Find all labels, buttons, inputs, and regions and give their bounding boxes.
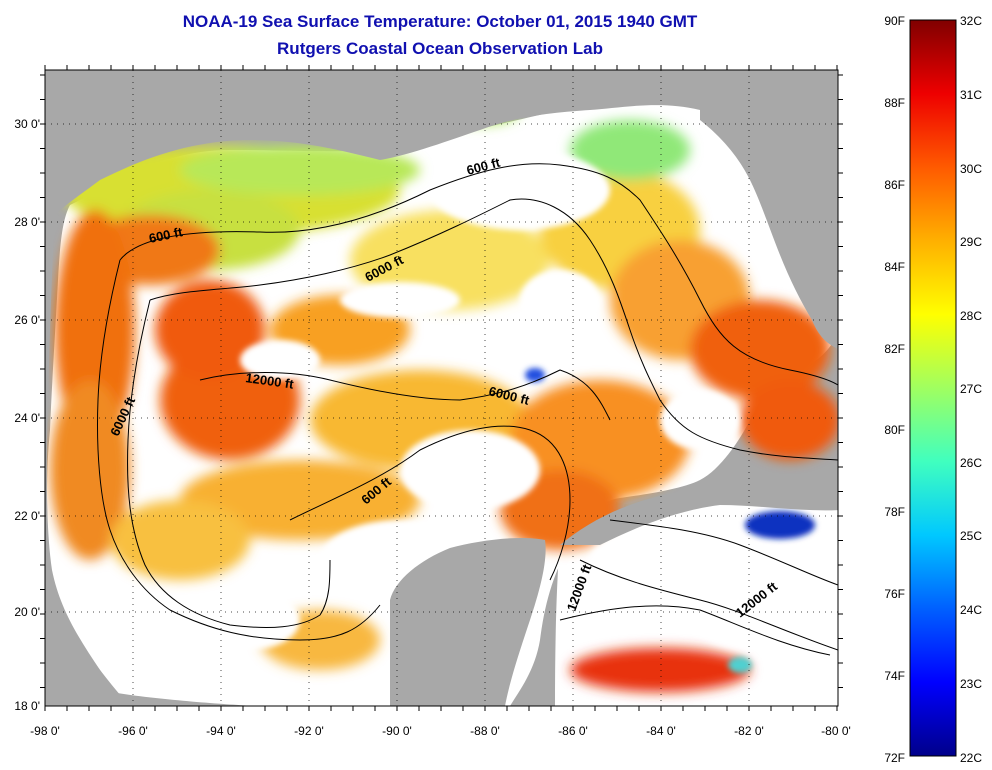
colorbar-c-label: 22C xyxy=(960,751,982,765)
sst-field xyxy=(50,95,838,692)
colorbar-f-label: 88F xyxy=(884,96,905,110)
colorbar-c-label: 25C xyxy=(960,529,982,543)
colorbar-c-label: 30C xyxy=(960,162,982,176)
colorbar-c-label: 23C xyxy=(960,677,982,691)
colorbar-c-label: 27C xyxy=(960,382,982,396)
contour-label: 600 ft xyxy=(148,224,185,246)
colorbar-f-label: 82F xyxy=(884,342,905,356)
lat-tick-label: 18 0' xyxy=(14,699,40,713)
colorbar-f-label: 86F xyxy=(884,178,905,192)
colorbar-f-label: 74F xyxy=(884,669,905,683)
lat-tick-label: 22 0' xyxy=(14,509,40,523)
latitude-labels: 30 0' 28 0' 26 0' 24 0' 22 0' 20 0' 18 0… xyxy=(14,117,40,713)
florida-peninsula xyxy=(700,70,838,349)
lon-tick-label: -96 0' xyxy=(118,724,148,738)
yucatan-peninsula xyxy=(390,537,546,706)
lat-tick-label: 24 0' xyxy=(14,411,40,425)
colorbar-fahrenheit-labels: 90F 88F 86F 84F 82F 80F 78F 76F 74F 72F xyxy=(884,14,905,765)
lon-tick-label: -82 0' xyxy=(734,724,764,738)
lon-tick-label: -88 0' xyxy=(470,724,500,738)
colorbar-f-label: 78F xyxy=(884,505,905,519)
map-title: NOAA-19 Sea Surface Temperature: October… xyxy=(182,12,698,31)
lon-tick-label: -94 0' xyxy=(206,724,236,738)
lon-tick-label: -98 0' xyxy=(30,724,60,738)
lat-tick-label: 30 0' xyxy=(14,117,40,131)
colorbar-celsius-labels: 32C 31C 30C 29C 28C 27C 26C 25C 24C 23C … xyxy=(960,14,982,765)
lat-tick-label: 20 0' xyxy=(14,605,40,619)
colorbar-c-label: 32C xyxy=(960,14,982,28)
axis-ticks xyxy=(40,65,843,711)
central-america xyxy=(100,690,260,706)
lon-tick-label: -86 0' xyxy=(558,724,588,738)
colorbar-c-label: 29C xyxy=(960,235,982,249)
colorbar xyxy=(909,19,957,757)
lat-lon-grid xyxy=(45,70,838,706)
bathymetry-contours xyxy=(97,163,838,656)
lon-tick-label: -90 0' xyxy=(382,724,412,738)
colorbar-c-label: 31C xyxy=(960,88,982,102)
longitude-labels: -98 0' -96 0' -94 0' -92 0' -90 0' -88 0… xyxy=(30,724,851,738)
lat-tick-label: 26 0' xyxy=(14,313,40,327)
lon-tick-label: -84 0' xyxy=(646,724,676,738)
colorbar-f-label: 80F xyxy=(884,423,905,437)
contour-label: 12000 ft xyxy=(245,370,296,392)
lon-tick-label: -92 0' xyxy=(294,724,324,738)
cloud-cover xyxy=(90,90,830,650)
map-subtitle: Rutgers Coastal Ocean Observation Lab xyxy=(277,39,603,58)
colorbar-f-label: 72F xyxy=(884,751,905,765)
colorbar-f-label: 76F xyxy=(884,587,905,601)
colorbar-c-label: 24C xyxy=(960,603,982,617)
colorbar-f-label: 90F xyxy=(884,14,905,28)
cuba xyxy=(560,490,838,545)
colorbar-c-label: 26C xyxy=(960,456,982,470)
us-gulf-coast xyxy=(45,70,700,215)
colorbar-f-label: 84F xyxy=(884,260,905,274)
lat-tick-label: 28 0' xyxy=(14,215,40,229)
colorbar-c-label: 28C xyxy=(960,309,982,323)
cold-spots xyxy=(525,368,815,673)
mexico-coast xyxy=(45,215,125,706)
lon-tick-label: -80 0' xyxy=(821,724,851,738)
